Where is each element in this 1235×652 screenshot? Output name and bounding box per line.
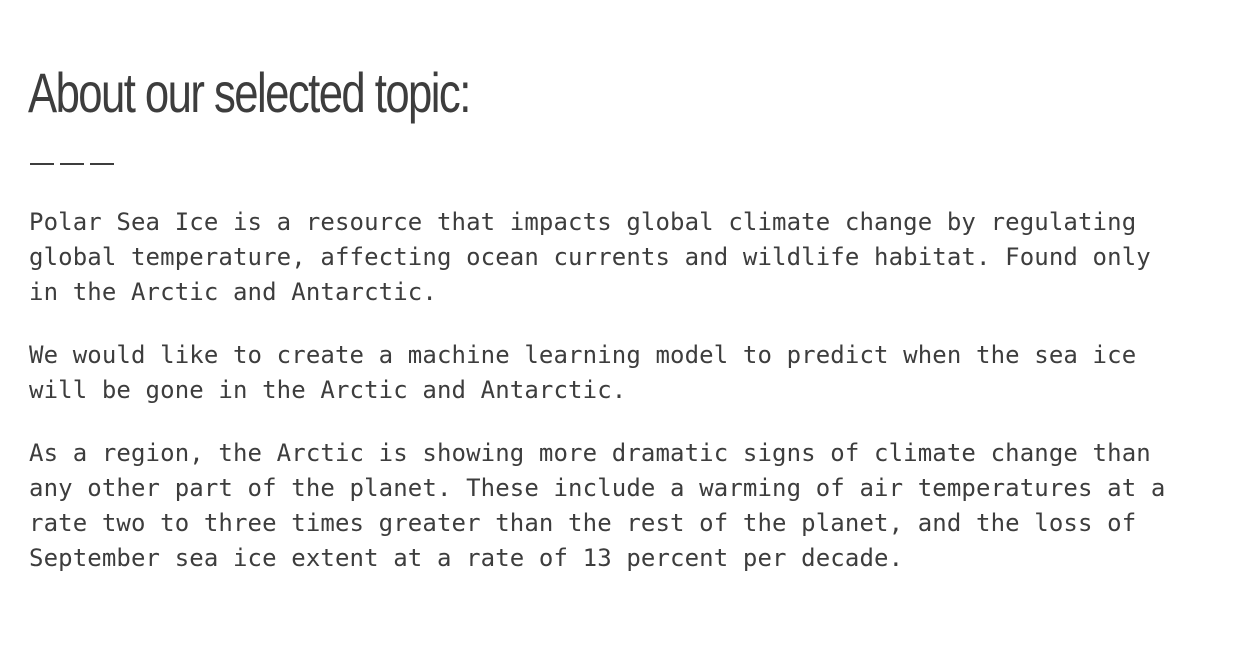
article-body: Polar Sea Ice is a resource that impacts… (29, 205, 1219, 604)
title-divider (30, 163, 114, 165)
paragraph-goal: We would like to create a machine learni… (29, 341, 1137, 404)
paragraph-intro: Polar Sea Ice is a resource that impacts… (29, 208, 1151, 306)
page-title: About our selected topic: (28, 61, 471, 124)
paragraph-arctic: As a region, the Arctic is showing more … (29, 439, 1166, 572)
